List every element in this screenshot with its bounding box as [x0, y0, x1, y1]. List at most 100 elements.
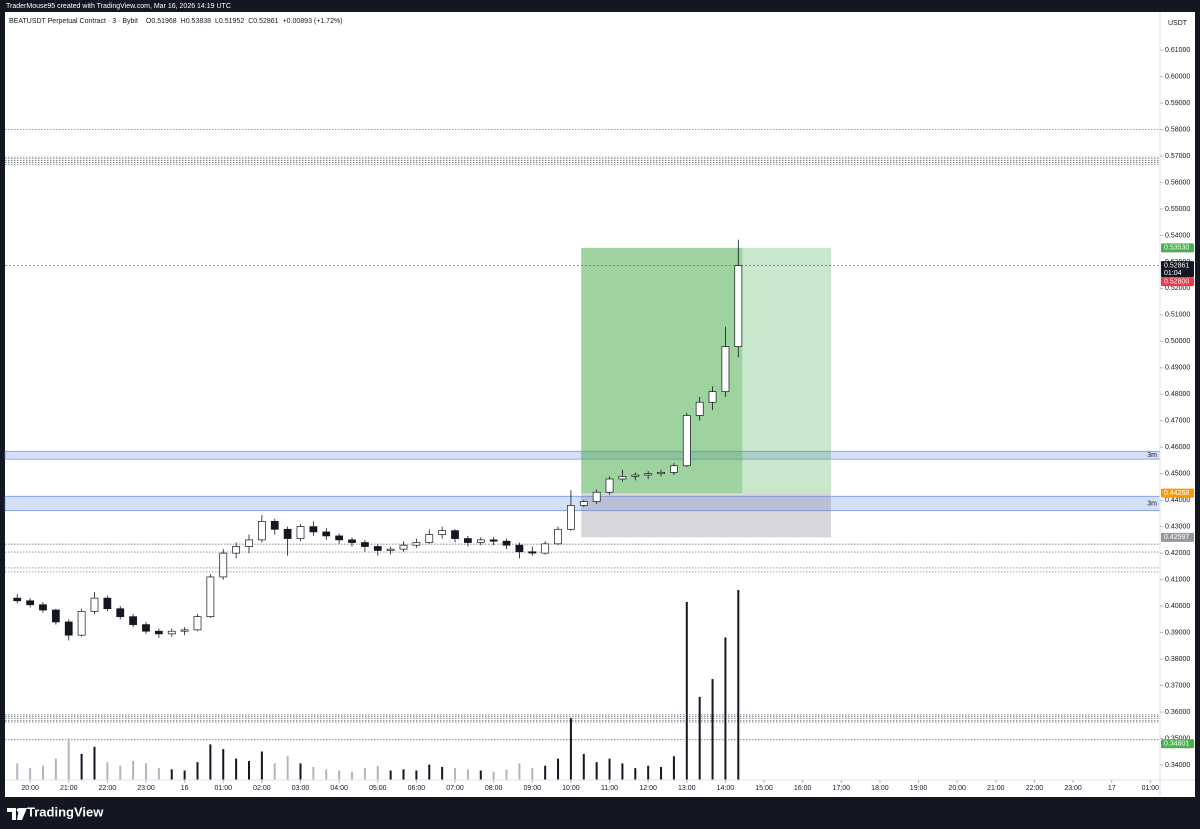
volume-bar [608, 758, 611, 780]
x-tick-label: 09:00 [524, 785, 542, 792]
candle-body [77, 611, 86, 636]
x-tick-label: 08:00 [485, 785, 503, 792]
x-tick-label: 23:00 [1064, 785, 1082, 792]
candle-body [579, 501, 588, 506]
volume-bar [41, 765, 44, 780]
price-tag-label: 0.34801 [1164, 741, 1189, 748]
volume-bar [338, 770, 341, 780]
ohlc-value: O0.51968 [146, 18, 177, 25]
volume-bar [415, 770, 418, 780]
volume-bar [222, 749, 225, 780]
x-tick-label: 15:00 [755, 785, 773, 792]
candle-body [26, 600, 34, 606]
logo-dot [16, 808, 21, 812]
currency: USDT [1168, 20, 1188, 27]
x-tick-label: 20:00 [21, 785, 39, 792]
volume-bar [248, 761, 251, 780]
candle-body [64, 621, 73, 636]
price-tag [1161, 243, 1194, 253]
candle-body [451, 530, 459, 539]
volume-bar [363, 768, 366, 780]
price-tag-countdown: 01:04 [1164, 270, 1182, 277]
logo-icon [7, 808, 27, 820]
x-tick-label: 16 [181, 785, 189, 792]
candle-body [142, 624, 150, 632]
volume-bar [582, 753, 585, 780]
price-tag [1161, 261, 1194, 278]
brand: TradingView [27, 804, 104, 819]
candle-body [13, 597, 22, 602]
volume-bar [518, 763, 521, 780]
volume-bar [660, 766, 663, 780]
volume-bar [183, 770, 186, 780]
y-tick-label: 0.61000 [1165, 47, 1190, 54]
candle-body [361, 542, 369, 547]
volume-bar [325, 769, 328, 780]
candle-body [245, 539, 253, 547]
price-tag [1161, 739, 1194, 749]
price-tag-label: 0.52861 [1164, 262, 1189, 269]
volume-bar [67, 738, 70, 780]
volume-bar [389, 770, 392, 780]
candle-body [373, 546, 382, 551]
volume-bar [685, 601, 688, 780]
y-tick-label: 0.39000 [1165, 629, 1190, 636]
volume-bar [544, 765, 547, 780]
y-tick-label: 0.47000 [1165, 418, 1190, 425]
ohlc-value: C0.52861 [248, 18, 278, 25]
x-tick-label: 17:00 [833, 785, 851, 792]
candle-body [438, 530, 447, 535]
volume-bar [441, 766, 444, 780]
y-tick-label: 0.46000 [1165, 444, 1190, 451]
candle-body [309, 526, 318, 533]
x-tick-label: 23:00 [137, 785, 155, 792]
volume-bar [647, 765, 650, 780]
volume-bar [505, 769, 508, 780]
volume-bar [428, 764, 431, 780]
y-tick-label: 0.58000 [1165, 126, 1190, 133]
y-tick-label: 0.60000 [1165, 73, 1190, 80]
volume-bar [376, 765, 379, 780]
volume-bar [557, 758, 560, 780]
volume-bar [737, 590, 740, 780]
candle-body [528, 551, 537, 554]
zone-label: 3m [1147, 452, 1157, 459]
volume-bar [157, 768, 160, 780]
y-tick-label: 0.56000 [1165, 179, 1190, 186]
symbol-title: BEATUSDT Perpetual Contract · 3 · Bybit [9, 18, 138, 25]
volume-bar [16, 763, 19, 780]
candle-body [51, 609, 60, 623]
candle-body [103, 597, 112, 610]
x-tick-label: 21:00 [60, 785, 78, 792]
volume-bar [260, 751, 263, 780]
y-tick-label: 0.49000 [1165, 365, 1190, 372]
volume-bar [196, 762, 199, 780]
volume-bar [698, 696, 701, 780]
volume-bar [724, 637, 727, 780]
candle-body [129, 616, 138, 625]
x-tick-label: 06:00 [408, 785, 426, 792]
price-tag-label: 0.52800 [1164, 278, 1189, 285]
x-tick-label: 17 [1108, 785, 1116, 792]
y-tick-label: 0.57000 [1165, 153, 1190, 160]
y-tick-label: 0.42000 [1165, 550, 1190, 557]
x-tick-label: 11:00 [601, 785, 618, 792]
candle-body [348, 539, 356, 543]
ohlc-value: H0.53838 [181, 18, 211, 25]
candle-body [167, 630, 176, 635]
price-tag [1161, 488, 1194, 498]
volume-bar [286, 756, 289, 780]
volume-bar [531, 768, 534, 780]
volume-bar [312, 766, 315, 780]
volume-bar [454, 768, 457, 780]
candle-body [386, 548, 395, 551]
candle-body [721, 346, 730, 392]
candle-body [464, 538, 472, 543]
volume-bar [80, 753, 83, 780]
price-tag-label: 0.44268 [1164, 490, 1189, 497]
profit-filled [581, 247, 743, 494]
candle-body [605, 478, 614, 493]
volume-bar [29, 768, 32, 780]
volume-bar [621, 763, 624, 780]
